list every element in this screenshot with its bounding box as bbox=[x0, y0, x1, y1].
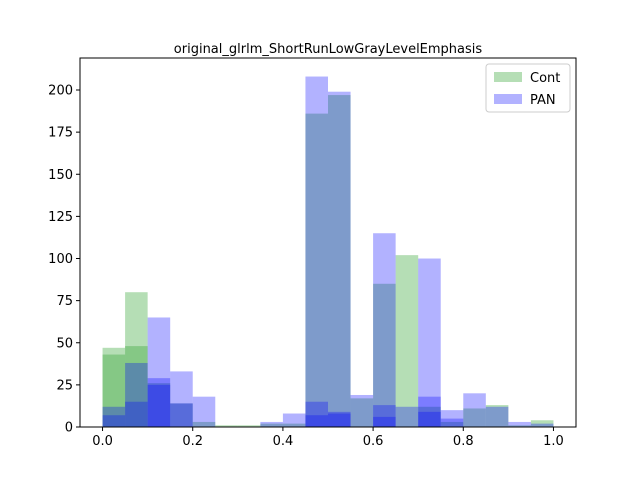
bar-cont-0-14 bbox=[418, 406, 441, 427]
x-tick-label: 1.0 bbox=[543, 434, 564, 449]
bar-cont-0-3 bbox=[170, 403, 193, 427]
bar-pan-0-9 bbox=[305, 76, 328, 427]
bar-pan-1-7 bbox=[418, 396, 441, 427]
legend: Cont PAN bbox=[485, 63, 571, 113]
y-tick-label: 200 bbox=[48, 84, 73, 99]
bar-pan-0-2 bbox=[147, 317, 171, 427]
bar-pan-0-4 bbox=[192, 396, 216, 427]
y-tick-label: 75 bbox=[56, 294, 73, 309]
legend-swatch-pan bbox=[494, 94, 522, 104]
bar-cont-0-11 bbox=[350, 398, 374, 427]
bar-cont-1-0 bbox=[102, 354, 126, 427]
bar-pan-0-11 bbox=[350, 394, 374, 427]
bar-pan-2-0 bbox=[147, 384, 171, 427]
y-axis: 0 25 50 75 100 125 150 175 200 bbox=[48, 84, 80, 436]
bar-pan-1-6 bbox=[373, 405, 396, 427]
bar-cont-0-0 bbox=[102, 347, 126, 427]
y-tick-label: 175 bbox=[48, 126, 73, 141]
bar-cont-0-4 bbox=[192, 421, 216, 427]
bars-group bbox=[102, 76, 554, 427]
bar-cont-0-6 bbox=[237, 425, 261, 427]
bar-pan-1-5 bbox=[328, 411, 351, 427]
bar-cont-0-7 bbox=[260, 423, 283, 427]
y-tick-label: 150 bbox=[48, 168, 73, 183]
legend-box bbox=[485, 63, 571, 113]
bar-pan-0-8 bbox=[282, 413, 306, 427]
bar-pan-0-15 bbox=[440, 410, 464, 427]
bar-pan-0-7 bbox=[260, 421, 283, 427]
bar-pan-0-13 bbox=[395, 406, 419, 427]
bar-cont-0-9 bbox=[305, 113, 328, 427]
chart-title: original_glrlm_ShortRunLowGrayLevelEmpha… bbox=[174, 42, 483, 57]
bar-cont-0-1 bbox=[125, 292, 148, 427]
bar-pan-1-8 bbox=[440, 418, 464, 427]
y-tick-label: 125 bbox=[48, 210, 73, 225]
y-tick-label: 0 bbox=[65, 421, 73, 436]
bar-pan-0-1 bbox=[125, 362, 148, 427]
x-axis: 0.0 0.2 0.4 0.6 0.8 1.0 bbox=[92, 427, 564, 449]
bar-pan-0-19 bbox=[530, 423, 554, 427]
bar-pan-0-12 bbox=[373, 233, 396, 427]
bar-cont-0-15 bbox=[440, 421, 464, 427]
bar-pan-0-3 bbox=[170, 371, 193, 427]
bar-cont-0-10 bbox=[328, 95, 351, 427]
bar-pan-1-1 bbox=[125, 401, 148, 427]
bar-pan-0-17 bbox=[485, 406, 509, 427]
y-tick-label: 50 bbox=[56, 336, 73, 351]
bar-pan-2-2 bbox=[328, 413, 351, 427]
bar-pan-1-3 bbox=[170, 403, 193, 427]
x-tick-label: 0.6 bbox=[363, 434, 384, 449]
bar-pan-0-16 bbox=[463, 393, 486, 427]
bar-pan-2-4 bbox=[418, 411, 441, 427]
bar-pan-1-2 bbox=[147, 378, 171, 427]
bar-cont-0-2 bbox=[147, 383, 171, 427]
bar-pan-1-0 bbox=[102, 415, 126, 427]
bar-pan-0-10 bbox=[328, 91, 351, 427]
bar-cont-0-18 bbox=[508, 425, 531, 427]
legend-label-pan: PAN bbox=[530, 93, 556, 108]
bar-cont-0-19 bbox=[530, 420, 554, 427]
bar-cont-0-5 bbox=[215, 425, 238, 427]
bar-cont-0-12 bbox=[373, 283, 396, 427]
bar-cont-1-1 bbox=[125, 346, 148, 427]
bar-pan-2-3 bbox=[373, 416, 396, 427]
x-tick-label: 0.0 bbox=[92, 434, 113, 449]
bar-pan-0-18 bbox=[508, 421, 531, 427]
y-tick-label: 100 bbox=[48, 252, 73, 267]
bar-cont-0-13 bbox=[395, 255, 419, 427]
bar-pan-1-4 bbox=[305, 401, 328, 427]
plot-frame bbox=[79, 57, 577, 428]
bar-cont-0-17 bbox=[485, 405, 509, 427]
y-tick-label: 25 bbox=[56, 378, 73, 393]
bar-cont-0-8 bbox=[282, 423, 306, 427]
bar-pan-0-0 bbox=[102, 406, 126, 427]
x-tick-label: 0.4 bbox=[273, 434, 294, 449]
bar-pan-0-14 bbox=[418, 258, 441, 427]
legend-swatch-cont bbox=[494, 72, 522, 82]
x-tick-label: 0.8 bbox=[453, 434, 474, 449]
bar-pan-2-1 bbox=[305, 415, 328, 427]
legend-label-cont: Cont bbox=[530, 71, 560, 86]
bar-cont-0-16 bbox=[463, 408, 486, 427]
x-tick-label: 0.2 bbox=[182, 434, 203, 449]
